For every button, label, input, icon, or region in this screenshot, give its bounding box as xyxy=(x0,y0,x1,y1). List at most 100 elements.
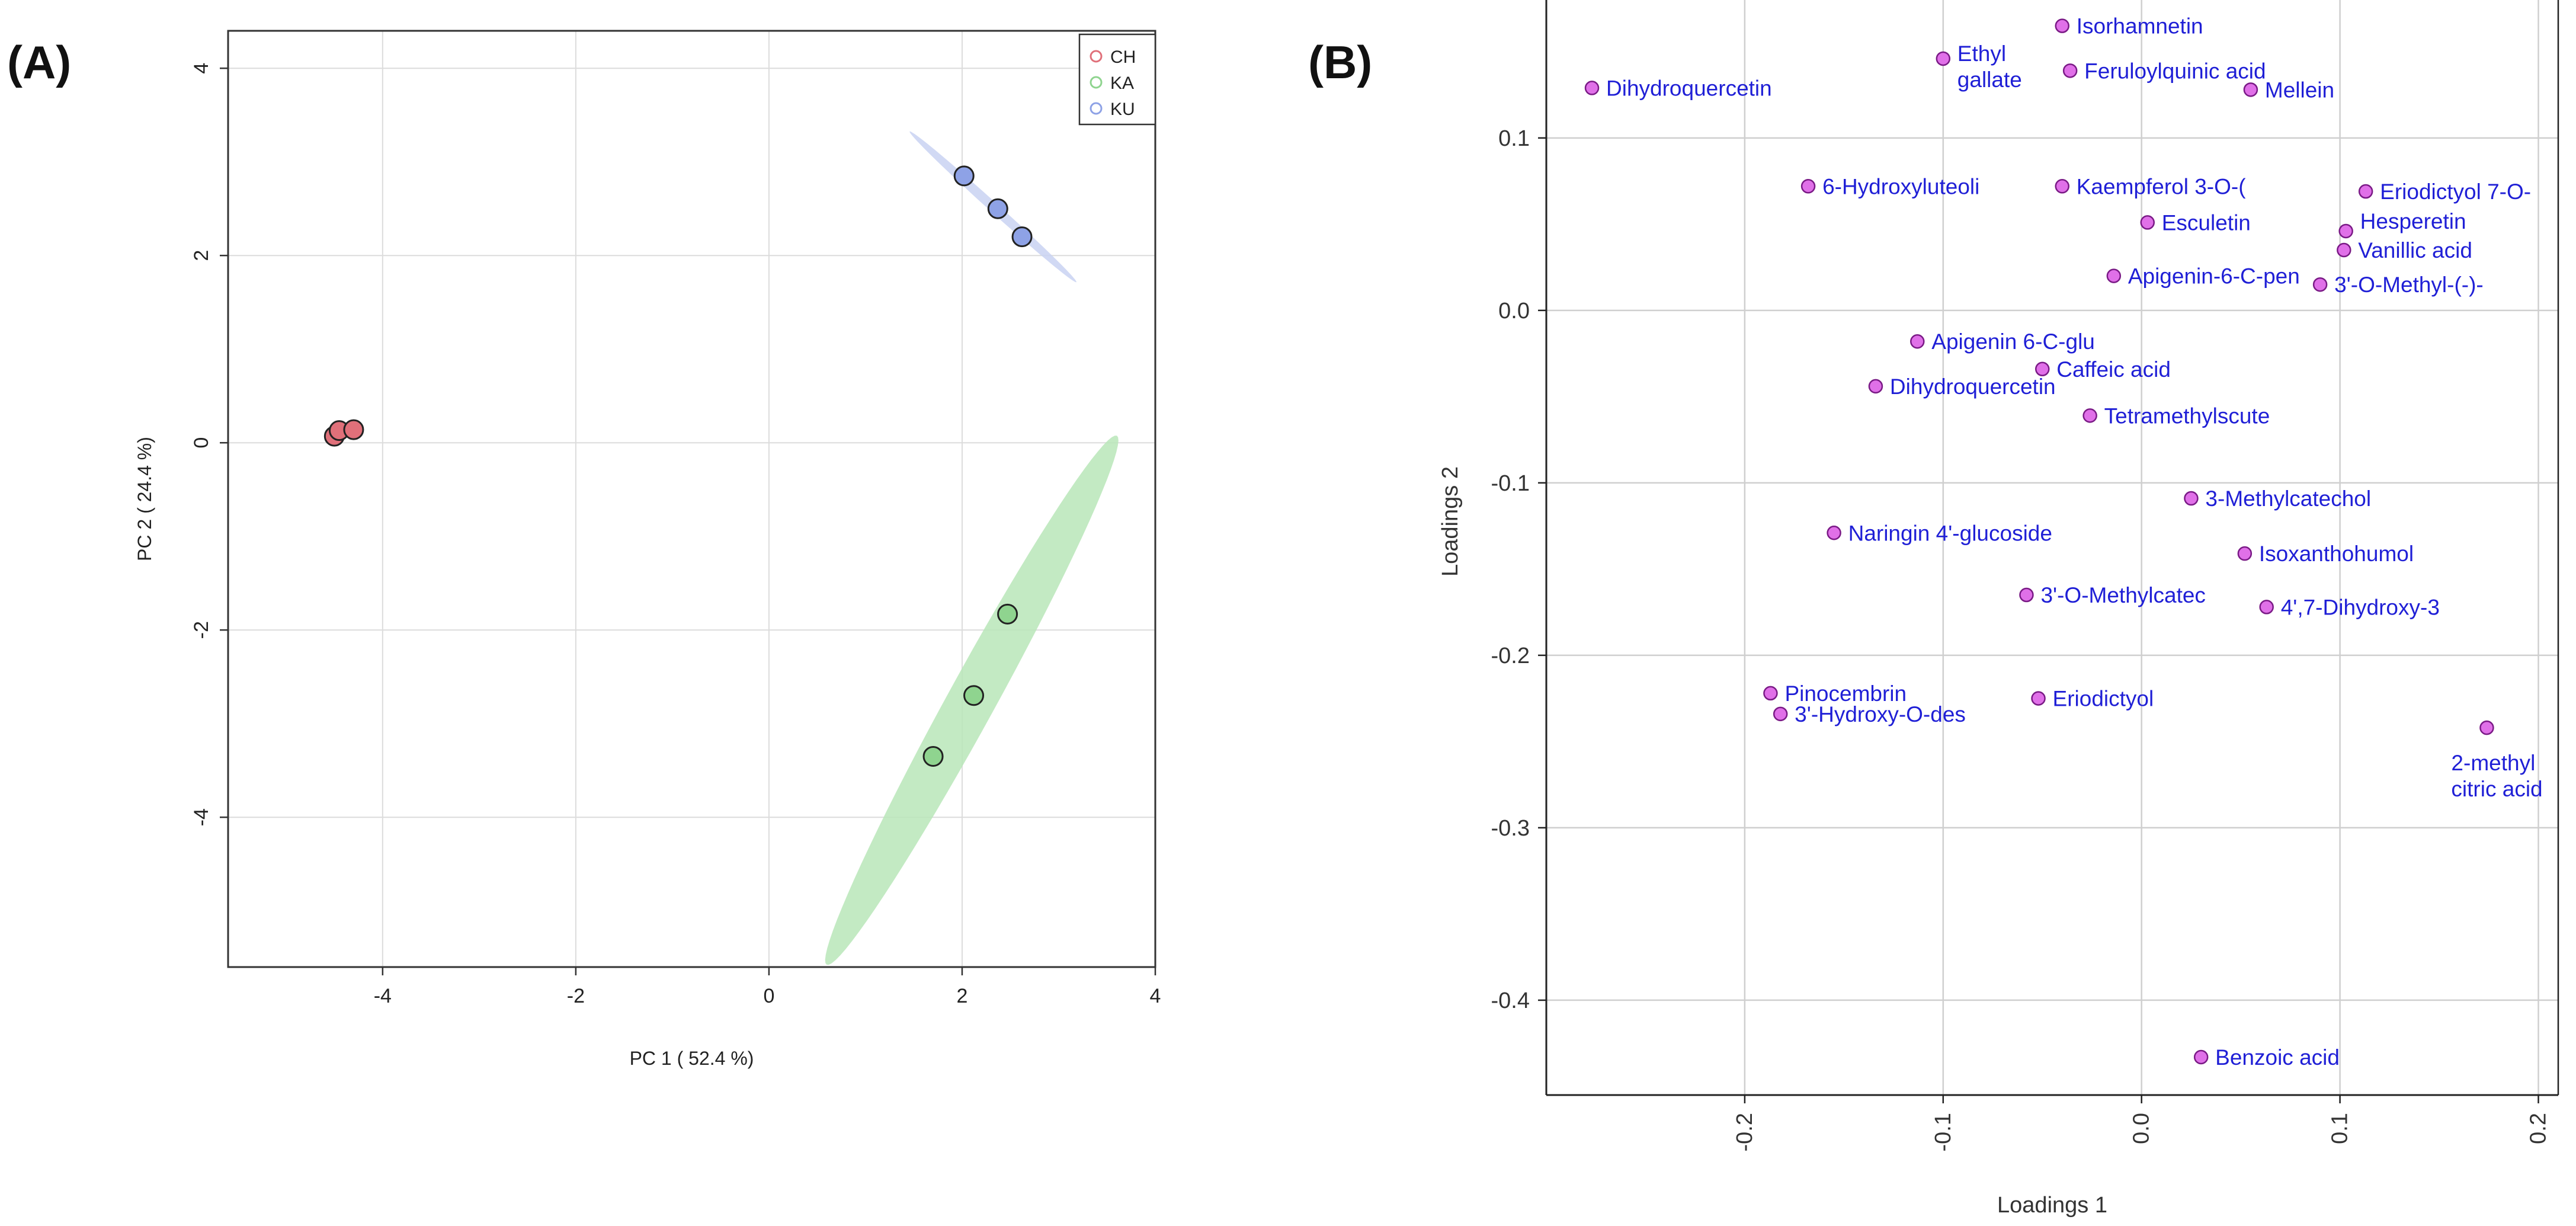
loading-point-5 xyxy=(1800,179,1816,194)
legend-label-ku: KU xyxy=(1110,100,1135,119)
pca-scores-plot: -4 -2 0 2 4 -4 -2 0 2 4 PC 1 ( 52.4 %) PC 2 ( 24.… xyxy=(134,30,1161,1069)
pca-legend: CH KA KU xyxy=(1078,33,1156,126)
loading-label-6: Kaempferol 3-O-( xyxy=(2077,174,2246,199)
loadings-x-tick-label-2: 0.0 xyxy=(2129,1113,2154,1144)
loading-label-18: Naringin 4'-glucoside xyxy=(1848,521,2052,545)
loading-point-20 xyxy=(2019,587,2034,603)
pca-y-tick-label-4: 4 xyxy=(190,63,213,74)
loadings-y-tick-label-1: -0.3 xyxy=(1491,816,1530,841)
loading-point-16 xyxy=(2082,408,2097,423)
pca-y-tick-label-2: 0 xyxy=(190,437,213,449)
loading-label-15: Dihydroquercetin xyxy=(1890,374,2056,399)
loading-label-9: Hesperetin xyxy=(2360,209,2466,233)
loading-label-11: Apigenin-6-C-pen xyxy=(2128,264,2300,289)
pca-y-tick-label-3: 2 xyxy=(190,250,213,261)
loading-label-16: Tetramethylscute xyxy=(2104,404,2270,428)
legend-marker-ka xyxy=(1090,76,1103,89)
legend-marker-ch xyxy=(1090,50,1103,63)
loading-point-8 xyxy=(2140,215,2155,230)
loading-label-25-1: citric acid xyxy=(2451,777,2542,801)
loading-label-1-0: Ethyl xyxy=(1957,41,2006,66)
loading-point-15 xyxy=(1868,379,1883,394)
loading-point-23 xyxy=(1773,706,1788,722)
loading-point-18 xyxy=(1827,526,1841,540)
loading-label-1-1: gallate xyxy=(1957,68,2022,92)
loadings-plot-frame xyxy=(1545,0,2559,1096)
loading-label-24: Eriodictyol xyxy=(2053,687,2154,711)
loading-point-22 xyxy=(1763,686,1778,701)
panel-label-b: (B) xyxy=(1308,36,1372,88)
pca-x-tick-label-2: 0 xyxy=(763,985,774,1007)
loading-label-22: Pinocembrin xyxy=(1784,681,1907,706)
loading-point-12 xyxy=(2312,277,2328,292)
loading-point-11 xyxy=(2106,268,2122,283)
pca-y-tick-label-1: -2 xyxy=(190,621,213,639)
loading-label-4: Mellein xyxy=(2265,78,2334,102)
point-ch-2 xyxy=(343,419,364,440)
loading-label-7: Eriodictyol 7-O- xyxy=(2380,180,2531,204)
pca-y-tick-label-0: -4 xyxy=(190,808,213,826)
legend-label-ch: CH xyxy=(1110,47,1136,67)
loading-label-26: Benzoic acid xyxy=(2215,1045,2340,1070)
pca-x-tick-label-1: -2 xyxy=(567,985,585,1007)
loading-point-6 xyxy=(2055,179,2069,194)
loading-point-1 xyxy=(1936,51,1951,66)
loadings-x-axis-title: Loadings 1 xyxy=(1997,1193,2107,1218)
loading-point-17 xyxy=(2184,491,2199,506)
loadings-axis-ticks: -0.4 -0.3 -0.2 -0.1 0.0 0.1 -0.2 -0.1 0.0 0.1 0.2 xyxy=(1491,126,2551,1152)
legend-label-ka: KA xyxy=(1110,73,1134,93)
loading-point-9 xyxy=(2338,223,2353,239)
loading-label-21: 4',7-Dihydroxy-3 xyxy=(2281,595,2440,619)
loading-label-8: Esculetin xyxy=(2162,210,2251,235)
loading-point-13 xyxy=(1910,334,1925,349)
loading-label-23: 3'-Hydroxy-O-des xyxy=(1795,702,1966,726)
loading-point-25 xyxy=(2479,720,2494,735)
pca-x-tick-label-0: -4 xyxy=(374,985,392,1007)
pca-x-axis-title: PC 1 ( 52.4 %) xyxy=(630,1048,754,1069)
point-ka-0 xyxy=(997,603,1018,625)
loadings-gridlines xyxy=(1546,0,2558,1095)
loading-point-24 xyxy=(2031,691,2046,706)
point-ku-0 xyxy=(953,165,975,187)
loading-label-20: 3'-O-Methylcatec xyxy=(2040,583,2205,607)
legend-marker-ku xyxy=(1090,102,1103,115)
loading-point-10 xyxy=(2337,242,2351,258)
loading-point-14 xyxy=(2035,361,2050,377)
loadings-x-tick-label-3: 0.1 xyxy=(2328,1113,2353,1144)
loading-label-17: 3-Methylcatechol xyxy=(2205,486,2371,511)
loadings-x-tick-label-1: -0.1 xyxy=(1931,1113,1956,1151)
loadings-y-tick-label-4: 0.0 xyxy=(1498,299,1530,324)
point-ku-1 xyxy=(987,198,1008,219)
loading-point-19 xyxy=(2237,546,2253,561)
loadings-y-axis-title: Loadings 2 xyxy=(1438,466,1463,577)
loading-label-3: Feruloylquinic acid xyxy=(2084,59,2266,83)
loadings-y-tick-label-5: 0.1 xyxy=(1498,126,1530,151)
loading-point-7 xyxy=(2358,184,2373,199)
loading-label-2: Isorhamnetin xyxy=(2077,14,2203,39)
pca-score-points xyxy=(323,165,1033,767)
loading-label-5: 6-Hydroxyluteoli xyxy=(1822,174,1979,199)
pca-x-tick-label-4: 4 xyxy=(1150,985,1161,1007)
loading-point-2 xyxy=(2055,18,2069,33)
point-ka-2 xyxy=(922,746,944,767)
loading-label-10: Vanillic acid xyxy=(2358,238,2472,263)
loading-label-14: Caffeic acid xyxy=(2056,357,2171,382)
point-ka-1 xyxy=(963,685,985,706)
point-ku-2 xyxy=(1011,226,1033,248)
loading-point-4 xyxy=(2243,82,2258,97)
pca-x-tick-label-3: 2 xyxy=(956,985,967,1007)
pca-axis-ticks: -4 -2 0 2 4 -4 -2 0 2 4 xyxy=(190,63,1161,1007)
loading-label-19: Isoxanthohumol xyxy=(2259,542,2414,566)
pca-y-axis-title: PC 2 ( 24.4 %) xyxy=(134,437,155,561)
loading-label-0: Dihydroquercetin xyxy=(1606,76,1772,100)
loadings-y-tick-label-3: -0.1 xyxy=(1491,471,1530,496)
loading-point-3 xyxy=(2062,63,2078,78)
loadings-y-tick-label-0: -0.4 xyxy=(1491,988,1530,1013)
loading-label-12: 3'-O-Methyl-(-)- xyxy=(2334,273,2484,297)
loadings-y-tick-label-2: -0.2 xyxy=(1491,644,1530,668)
loading-label-25-0: 2-methyl xyxy=(2451,751,2535,775)
loadings-x-tick-label-4: 0.2 xyxy=(2526,1113,2551,1144)
